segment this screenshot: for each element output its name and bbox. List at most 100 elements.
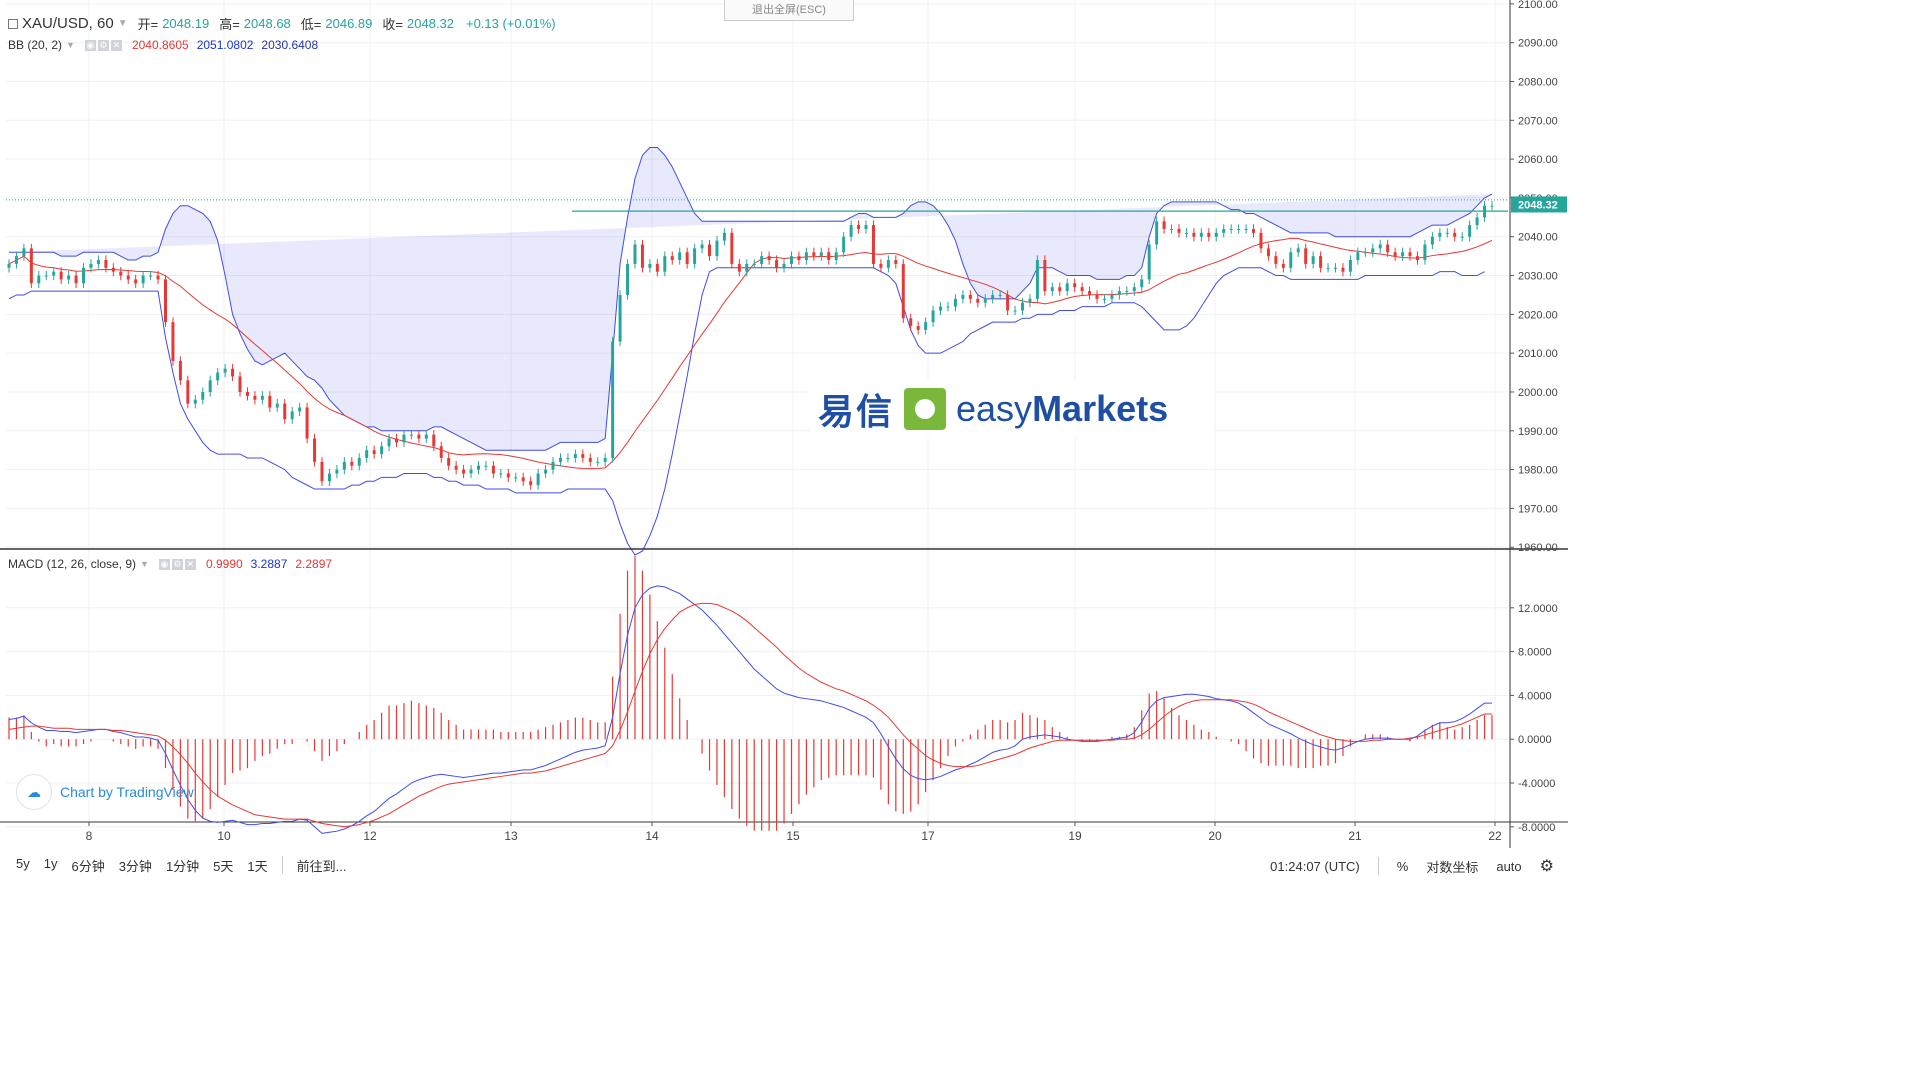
log-scale-toggle[interactable]: 对数坐标 — [1426, 859, 1479, 875]
chevron-down-icon[interactable]: ▼ — [117, 18, 128, 29]
price-tick-label: 2100.00 — [1518, 0, 1558, 11]
candle-body — [1244, 228, 1248, 230]
candle-body — [797, 256, 801, 261]
candle-body — [1408, 252, 1412, 257]
chart-canvas[interactable]: 2100.002090.002080.002070.002060.002050.… — [0, 0, 1568, 848]
candle-body — [1132, 287, 1136, 292]
candle-body — [991, 294, 995, 299]
eye-icon[interactable]: ◉ — [84, 39, 96, 51]
candle-body — [491, 465, 495, 474]
candle-body — [1490, 205, 1494, 207]
candle-body — [67, 275, 71, 280]
macd-signal-line — [8, 602, 1492, 828]
price-tick-label: 2080.00 — [1518, 77, 1558, 89]
percent-toggle[interactable]: % — [1396, 858, 1409, 874]
close-icon[interactable]: ✕ — [110, 39, 122, 51]
candle-body — [1415, 256, 1419, 261]
close-icon[interactable]: ✕ — [184, 558, 196, 570]
candle-body — [953, 298, 957, 307]
candle-body — [1222, 228, 1226, 233]
candle-body — [365, 450, 369, 458]
auto-scale-toggle[interactable]: auto — [1496, 858, 1522, 874]
macd-legend: MACD (12, 26, close, 9) ▼ ◉ ⚙ ✕ 0.9990 3.2… — [8, 557, 332, 571]
symbol-label[interactable]: XAU/USD, 60 — [22, 15, 114, 32]
price-tick-label: 2060.00 — [1518, 154, 1558, 166]
candle-body — [156, 275, 160, 280]
range-1d[interactable]: 1天 — [247, 859, 268, 874]
time-tick-label: 19 — [1068, 829, 1082, 843]
candle-body — [402, 434, 406, 443]
candle-body — [983, 298, 987, 303]
candle-body — [141, 275, 145, 284]
candle-body — [171, 322, 175, 361]
macd-label[interactable]: MACD (12, 26, close, 9) — [8, 557, 137, 571]
candle-body — [1341, 267, 1345, 272]
candle-body — [357, 457, 361, 466]
candle-body — [618, 294, 622, 342]
close-value: 2048.32 — [406, 16, 454, 31]
bb-lower-value: 2030.6408 — [261, 38, 319, 52]
time-tick-label: 15 — [786, 829, 800, 843]
price-tick-label: 1970.00 — [1518, 503, 1558, 515]
macd-tick-label: -4.0000 — [1518, 778, 1555, 790]
tradingview-cloud-icon: ☁ — [16, 774, 52, 810]
range-6m[interactable]: 6分钟 — [71, 859, 105, 874]
low-label: 低= — [300, 17, 322, 32]
range-5y[interactable]: 5y — [16, 856, 30, 871]
candle-body — [1117, 291, 1121, 295]
candle-body — [1423, 244, 1427, 261]
candle-body — [476, 465, 480, 470]
candle-body — [409, 434, 413, 436]
candle-body — [670, 256, 674, 261]
candle-body — [111, 267, 115, 272]
time-tick-label: 14 — [645, 829, 659, 843]
eye-icon[interactable]: ◉ — [158, 558, 170, 570]
collapse-icon[interactable] — [8, 18, 18, 29]
candle-body — [1035, 260, 1039, 299]
candle-body — [1080, 287, 1084, 292]
tradingview-brand[interactable]: ☁ Chart by TradingView — [16, 774, 194, 810]
exit-fullscreen-button[interactable]: 退出全屏(ESC) — [724, 0, 854, 21]
candle-body — [163, 279, 167, 323]
macd-tick-label: 8.0000 — [1518, 647, 1552, 659]
candle-body — [812, 252, 816, 257]
candle-body — [514, 477, 518, 479]
candle-body — [1386, 244, 1390, 253]
gear-icon[interactable]: ⚙ — [171, 558, 183, 570]
candle-body — [1460, 236, 1464, 238]
range-1m[interactable]: 1分钟 — [165, 859, 200, 874]
candle-body — [924, 322, 928, 330]
chevron-down-icon[interactable]: ▼ — [66, 40, 75, 50]
candle-body — [208, 380, 212, 392]
candle-body — [439, 446, 443, 458]
candle-body — [1028, 298, 1032, 303]
candle-body — [1453, 232, 1457, 237]
price-tick-label: 1960.00 — [1518, 542, 1558, 554]
bb-band-fill — [9, 147, 1492, 451]
range-3m[interactable]: 3分钟 — [118, 859, 152, 874]
bb-label[interactable]: BB (20, 2) — [8, 38, 63, 52]
candle-body — [462, 469, 466, 474]
candle-body — [760, 256, 764, 264]
high-value: 2048.68 — [243, 16, 291, 31]
logo-chinese-text: 易信 — [818, 391, 895, 432]
candle-body — [1155, 221, 1159, 245]
range-5d[interactable]: 5天 — [213, 859, 234, 874]
gear-icon[interactable]: ⚙ — [1539, 858, 1554, 875]
range-1y[interactable]: 1y — [43, 856, 58, 871]
chevron-down-icon[interactable]: ▼ — [140, 559, 149, 569]
candle-body — [52, 271, 56, 276]
utc-clock[interactable]: 01:24:07 (UTC) — [1270, 858, 1360, 874]
candle-body — [551, 461, 555, 470]
candle-body — [1192, 232, 1196, 237]
low-value: 2046.89 — [325, 16, 373, 31]
candle-body — [1401, 252, 1405, 257]
candle-body — [1058, 287, 1062, 292]
goto-button[interactable]: 前往到... — [296, 859, 347, 874]
gear-icon[interactable]: ⚙ — [97, 39, 109, 51]
candle-body — [1162, 221, 1166, 229]
candle-body — [1229, 228, 1233, 230]
divider — [281, 856, 283, 874]
candle-body — [529, 481, 533, 486]
candle-body — [976, 298, 980, 303]
